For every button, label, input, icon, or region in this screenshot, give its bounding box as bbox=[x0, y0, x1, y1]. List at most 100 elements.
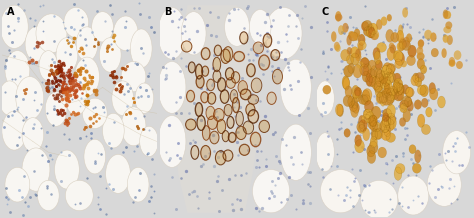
Ellipse shape bbox=[368, 27, 375, 38]
Ellipse shape bbox=[449, 60, 455, 66]
Ellipse shape bbox=[364, 109, 370, 120]
Point bbox=[356, 34, 364, 38]
Point bbox=[54, 78, 62, 82]
Point bbox=[78, 67, 85, 70]
Point bbox=[230, 7, 237, 11]
Point bbox=[189, 138, 196, 141]
Point bbox=[178, 176, 185, 179]
Point bbox=[374, 119, 382, 123]
Point bbox=[415, 154, 423, 157]
Ellipse shape bbox=[223, 47, 233, 62]
Point bbox=[78, 24, 86, 27]
Point bbox=[64, 119, 71, 123]
Ellipse shape bbox=[415, 78, 422, 87]
Ellipse shape bbox=[376, 70, 384, 81]
Point bbox=[60, 76, 67, 80]
Point bbox=[14, 16, 22, 19]
Point bbox=[217, 149, 224, 153]
Point bbox=[181, 17, 189, 21]
Point bbox=[68, 79, 75, 83]
Ellipse shape bbox=[449, 57, 455, 65]
Point bbox=[92, 89, 100, 93]
Point bbox=[53, 72, 60, 75]
Point bbox=[367, 131, 375, 135]
Point bbox=[55, 59, 63, 62]
Point bbox=[83, 93, 91, 96]
Ellipse shape bbox=[187, 90, 194, 102]
Ellipse shape bbox=[55, 150, 79, 189]
Ellipse shape bbox=[371, 66, 377, 78]
Point bbox=[284, 62, 292, 65]
Point bbox=[233, 140, 241, 144]
Point bbox=[323, 21, 331, 24]
Point bbox=[64, 71, 71, 74]
Ellipse shape bbox=[408, 45, 416, 57]
Ellipse shape bbox=[251, 78, 262, 93]
Point bbox=[361, 21, 368, 25]
Point bbox=[57, 73, 65, 76]
Point bbox=[34, 40, 41, 44]
Point bbox=[63, 96, 70, 100]
Ellipse shape bbox=[351, 53, 359, 65]
Ellipse shape bbox=[5, 51, 30, 90]
Point bbox=[103, 50, 111, 53]
Ellipse shape bbox=[379, 91, 388, 103]
Point bbox=[81, 84, 88, 88]
Point bbox=[392, 107, 400, 110]
Point bbox=[248, 92, 255, 95]
Point bbox=[92, 92, 100, 95]
Point bbox=[298, 151, 305, 154]
Point bbox=[54, 65, 62, 69]
Point bbox=[426, 66, 433, 70]
Point bbox=[100, 59, 108, 63]
Ellipse shape bbox=[377, 43, 386, 52]
Point bbox=[43, 112, 51, 115]
Point bbox=[191, 118, 199, 121]
Point bbox=[226, 11, 233, 15]
Point bbox=[30, 61, 38, 64]
Point bbox=[438, 186, 446, 189]
Point bbox=[77, 97, 85, 100]
Point bbox=[297, 47, 304, 50]
Point bbox=[145, 71, 153, 74]
Point bbox=[106, 3, 114, 7]
Point bbox=[25, 61, 33, 64]
Point bbox=[47, 193, 55, 196]
Ellipse shape bbox=[420, 85, 428, 97]
Point bbox=[162, 76, 170, 80]
Ellipse shape bbox=[381, 78, 390, 89]
Point bbox=[86, 125, 93, 128]
Point bbox=[188, 190, 196, 194]
Point bbox=[148, 88, 155, 91]
Point bbox=[57, 150, 65, 154]
Point bbox=[54, 94, 61, 97]
Point bbox=[65, 41, 73, 44]
Point bbox=[2, 12, 9, 15]
Ellipse shape bbox=[343, 95, 353, 107]
Point bbox=[110, 39, 118, 43]
Point bbox=[109, 36, 117, 39]
Ellipse shape bbox=[208, 92, 216, 104]
Ellipse shape bbox=[394, 83, 403, 95]
Point bbox=[135, 188, 142, 191]
Point bbox=[65, 73, 73, 77]
Ellipse shape bbox=[344, 65, 353, 77]
Point bbox=[283, 39, 291, 43]
Point bbox=[69, 78, 76, 82]
Point bbox=[66, 153, 73, 156]
Point bbox=[43, 131, 51, 134]
Point bbox=[379, 40, 387, 44]
Point bbox=[0, 125, 8, 129]
Ellipse shape bbox=[188, 62, 195, 73]
Point bbox=[30, 98, 38, 102]
Ellipse shape bbox=[388, 86, 397, 96]
Point bbox=[39, 29, 47, 32]
Point bbox=[44, 89, 51, 92]
Point bbox=[365, 112, 373, 116]
Point bbox=[231, 114, 238, 118]
Point bbox=[231, 173, 238, 177]
Ellipse shape bbox=[273, 69, 283, 84]
Ellipse shape bbox=[370, 121, 378, 131]
Point bbox=[353, 77, 361, 81]
Point bbox=[140, 127, 148, 130]
